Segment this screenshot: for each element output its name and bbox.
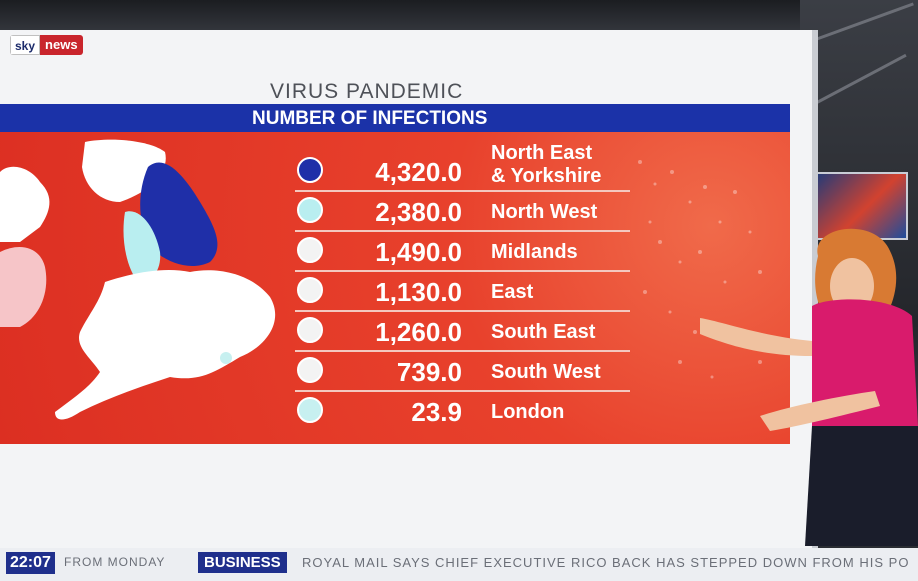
presenter-arm-lower: [760, 391, 880, 431]
presenter-top: [812, 299, 918, 426]
row-south-east: 1,260.0 South East: [295, 312, 630, 352]
value-london: 23.9: [411, 397, 462, 427]
map-ireland: [0, 247, 47, 327]
legend-dot-east: [297, 277, 323, 303]
logo-news: news: [40, 35, 83, 55]
legend-dot-north-east: [297, 157, 323, 183]
map-region-england-south: [55, 270, 276, 420]
title-bar: [0, 104, 790, 132]
value-east: 1,130.0: [375, 277, 462, 307]
presenter: [700, 228, 918, 546]
legend-dot-midlands: [297, 237, 323, 263]
row-north-west: 2,380.0 North West: [295, 192, 630, 232]
presenter-arm-pointing: [700, 318, 812, 356]
row-midlands: 1,490.0 Midlands: [295, 232, 630, 272]
england-map: [0, 139, 276, 420]
region-north-east: North East & Yorkshire: [491, 142, 602, 187]
ticker-clock: 22:07: [6, 552, 55, 574]
value-midlands: 1,490.0: [375, 237, 462, 267]
legend-dot-south-west: [297, 357, 323, 383]
sky-news-logo: sky news: [10, 35, 83, 55]
value-north-east: 4,320.0: [375, 157, 462, 187]
graphic-overline: VIRUS PANDEMIC: [270, 80, 464, 103]
region-east: East: [491, 281, 534, 303]
ticker-headline: ROYAL MAIL SAYS CHIEF EXECUTIVE RICO BAC…: [302, 555, 910, 570]
legend-dot-north-west: [297, 197, 323, 223]
value-south-east: 1,260.0: [375, 317, 462, 347]
logo-sky: sky: [10, 35, 41, 55]
map-region-north-east-yorkshire: [140, 162, 218, 267]
news-ticker: [0, 548, 918, 581]
ticker-tag: BUSINESS: [198, 552, 287, 573]
row-east: 1,130.0 East: [295, 272, 630, 312]
region-london: London: [491, 401, 565, 423]
map-scotland-fragment: [0, 166, 50, 242]
row-north-east-yorkshire: 4,320.0 North East & Yorkshire: [295, 142, 630, 192]
graphic-title: NUMBER OF INFECTIONS: [252, 108, 488, 129]
region-south-west: South West: [491, 361, 601, 383]
row-south-west: 739.0 South West: [295, 352, 630, 392]
value-north-west: 2,380.0: [375, 197, 462, 227]
ticker-from: FROM MONDAY: [64, 555, 166, 569]
region-midlands: Midlands: [491, 241, 578, 263]
legend-dot-south-east: [297, 317, 323, 343]
map-region-london: [220, 352, 232, 364]
value-south-west: 739.0: [396, 357, 462, 387]
map-region-north-west: [123, 211, 161, 284]
region-north-west: North West: [491, 201, 598, 223]
row-london: 23.9 London: [295, 392, 630, 430]
presenter-trousers: [805, 426, 918, 546]
legend-dot-london: [297, 397, 323, 423]
region-south-east: South East: [491, 321, 596, 343]
